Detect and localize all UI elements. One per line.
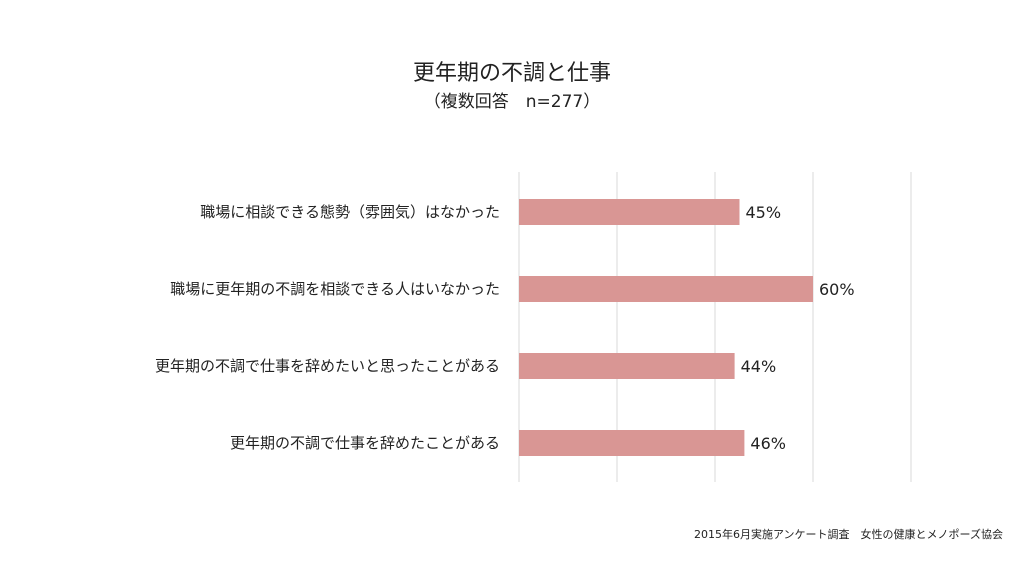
value-labels: 45% 60% 44% 46% — [741, 203, 855, 453]
bar — [519, 430, 745, 456]
bar — [519, 353, 735, 379]
chart-title: 更年期の不調と仕事 — [413, 61, 611, 86]
category-label: 職場に更年期の不調を相談できる人はいなかった — [170, 280, 500, 298]
category-label: 職場に相談できる態勢（雰囲気）はなかった — [200, 203, 500, 221]
chart-subtitle: （複数回答 n=277） — [424, 92, 600, 112]
value-label: 60% — [819, 280, 855, 299]
category-label: 更年期の不調で仕事を辞めたいと思ったことがある — [155, 357, 500, 375]
value-label: 46% — [750, 434, 786, 453]
bars — [519, 199, 813, 456]
category-label: 更年期の不調で仕事を辞めたことがある — [230, 434, 500, 452]
source-footnote: 2015年6月実施アンケート調査 女性の健康とメノポーズ協会 — [694, 527, 1003, 541]
category-labels: 職場に相談できる態勢（雰囲気）はなかった職場に更年期の不調を相談できる人はいなか… — [155, 203, 500, 452]
bar — [519, 276, 813, 302]
value-label: 44% — [741, 357, 777, 376]
bar — [519, 199, 740, 225]
value-label: 45% — [746, 203, 782, 222]
